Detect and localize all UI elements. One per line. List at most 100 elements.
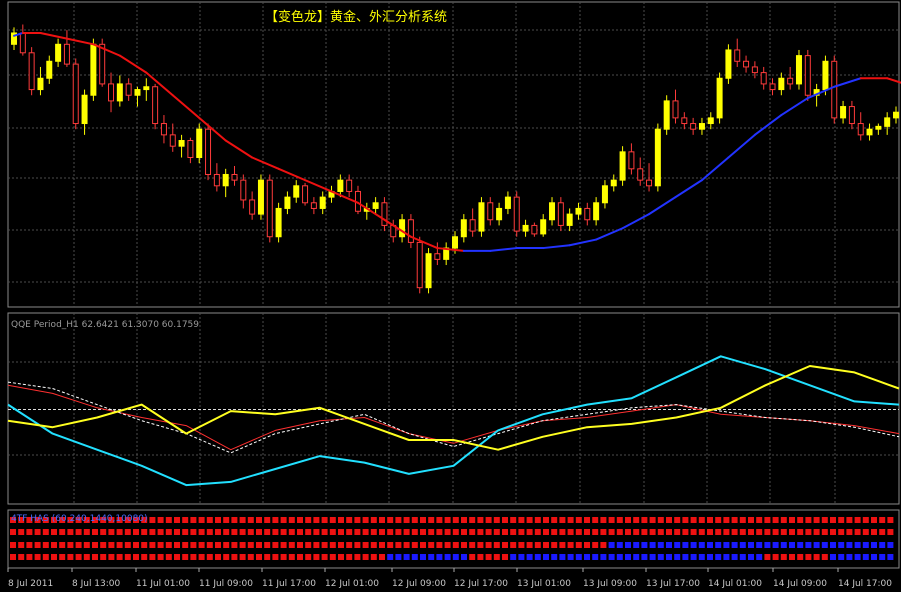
has-cell	[780, 554, 787, 560]
has-cell	[780, 517, 787, 523]
has-cell	[666, 517, 672, 523]
has-cell	[10, 542, 16, 548]
has-cell	[666, 542, 672, 548]
has-cell	[215, 529, 221, 535]
has-cell	[174, 554, 180, 560]
has-cell	[198, 542, 205, 548]
has-cell	[559, 517, 566, 523]
has-cell	[256, 542, 262, 548]
has-cell	[543, 517, 549, 523]
has-cell	[731, 517, 738, 523]
has-cell	[247, 529, 254, 535]
has-cell	[346, 517, 353, 523]
x-tick-label: 13 Jul 09:00	[583, 579, 637, 589]
has-cell	[256, 529, 262, 535]
has-cell	[584, 542, 590, 548]
has-cell	[42, 554, 49, 560]
candle-body	[116, 83, 123, 102]
has-cell	[239, 517, 246, 523]
has-cell	[674, 529, 681, 535]
has-cell	[469, 554, 476, 560]
ma-segment	[92, 43, 121, 57]
has-cell	[772, 554, 779, 560]
candle-body	[840, 106, 847, 119]
has-cell	[436, 542, 443, 548]
candle-body	[831, 60, 838, 119]
x-tick-label: 14 Jul 09:00	[773, 579, 827, 589]
has-cell	[370, 542, 377, 548]
has-cell	[789, 554, 795, 560]
has-cell	[280, 554, 287, 560]
has-cell	[34, 554, 41, 560]
has-cell	[51, 554, 57, 560]
has-cell	[379, 542, 385, 548]
has-cell	[133, 542, 139, 548]
has-cell	[633, 529, 640, 535]
has-cell	[387, 529, 394, 535]
has-cell	[321, 529, 328, 535]
has-cell	[690, 517, 697, 523]
has-cell	[854, 517, 861, 523]
has-cell	[149, 542, 156, 548]
has-cell	[510, 517, 517, 523]
has-cell	[469, 529, 476, 535]
candle-body	[11, 32, 17, 45]
has-cell	[141, 554, 148, 560]
has-cell	[641, 542, 648, 548]
candle-body	[637, 168, 644, 181]
has-cell	[83, 529, 90, 535]
candle-body	[187, 140, 194, 159]
has-cell	[748, 542, 754, 548]
has-cell	[100, 529, 107, 535]
has-cell	[83, 517, 90, 523]
has-cell	[92, 554, 98, 560]
candle-body	[310, 202, 317, 209]
has-cell	[288, 517, 295, 523]
has-cell	[707, 554, 713, 560]
has-cell	[436, 517, 443, 523]
candle-body	[152, 86, 159, 125]
has-cell	[493, 529, 500, 535]
has-cell	[641, 517, 648, 523]
ma-segment	[13, 31, 24, 37]
has-cell	[559, 554, 566, 560]
candle-body	[28, 52, 35, 91]
ma-segment	[648, 196, 677, 216]
has-cell	[321, 542, 328, 548]
has-cell	[493, 517, 500, 523]
candle-body	[760, 72, 767, 85]
has-cell	[616, 542, 623, 548]
has-cell	[362, 517, 369, 523]
has-cell	[116, 529, 123, 535]
candle-body	[734, 49, 741, 62]
has-cell	[690, 529, 697, 535]
has-cell	[493, 542, 500, 548]
has-cell	[206, 517, 213, 523]
has-cell	[223, 542, 230, 548]
has-cell	[444, 517, 451, 523]
candle-body	[893, 111, 899, 119]
has-cell	[600, 554, 607, 560]
has-cell	[26, 517, 33, 523]
has-cell	[403, 529, 410, 535]
ma-segment	[409, 235, 439, 250]
has-cell	[862, 529, 869, 535]
has-cell	[280, 529, 287, 535]
candle-body	[619, 151, 626, 181]
has-cell	[879, 542, 886, 548]
ma-segment	[356, 201, 386, 221]
candle-body	[284, 196, 291, 209]
has-cell	[608, 554, 615, 560]
has-cell	[723, 554, 730, 560]
has-cell	[854, 542, 861, 548]
has-cell	[625, 529, 631, 535]
has-cell	[477, 554, 484, 560]
has-cell	[403, 554, 410, 560]
has-cell	[420, 554, 426, 560]
has-cell	[108, 529, 115, 535]
has-cell	[674, 517, 681, 523]
chart-title: 【变色龙】黄金、外汇分析系统	[265, 9, 447, 25]
candle-body	[487, 202, 494, 221]
x-tick-label: 12 Jul 09:00	[392, 579, 446, 589]
has-cell	[633, 517, 640, 523]
